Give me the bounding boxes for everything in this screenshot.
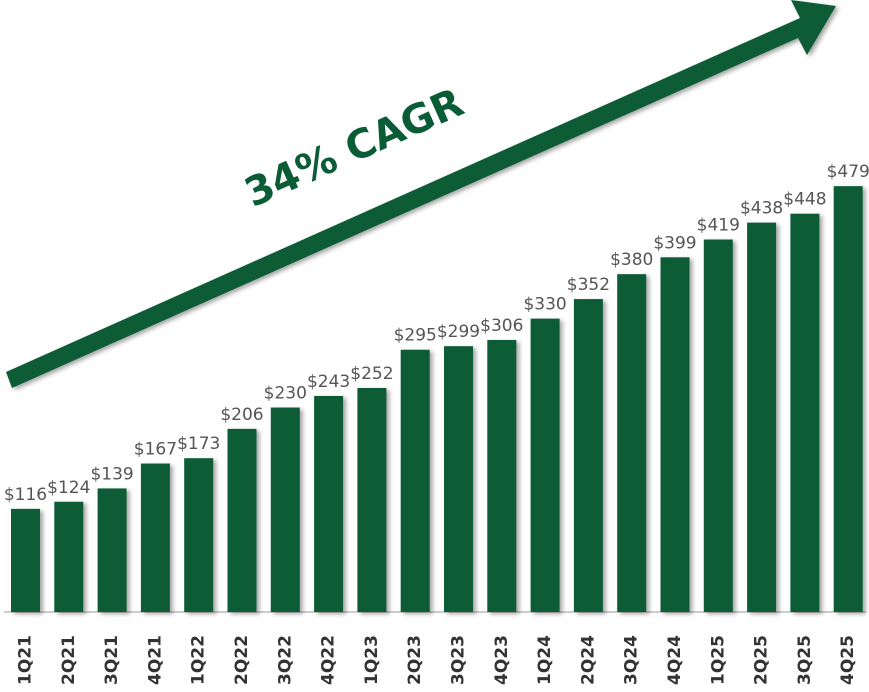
x-tick-label: 3Q23 [449, 635, 469, 685]
bar [314, 395, 344, 612]
bar [444, 346, 473, 612]
value-label: $206 [220, 405, 263, 425]
x-tick-label: 1Q23 [362, 635, 382, 685]
value-label: $352 [567, 275, 610, 295]
value-label: $252 [350, 364, 393, 384]
cagr-arrow [6, 0, 836, 388]
x-tick-label: 3Q21 [102, 635, 122, 685]
x-tick-label: 4Q21 [145, 635, 165, 685]
bar [747, 222, 777, 613]
value-label: $173 [177, 434, 220, 454]
value-label: $399 [653, 233, 696, 253]
bar [833, 186, 863, 612]
value-label: $243 [307, 372, 350, 392]
x-tick-label: 1Q21 [16, 635, 36, 685]
bar [184, 458, 214, 612]
bar [11, 508, 40, 612]
bar [487, 339, 517, 612]
bar [530, 318, 560, 612]
bar [790, 213, 820, 612]
x-tick-label: 2Q25 [752, 635, 772, 685]
x-tick-label: 2Q22 [232, 635, 252, 685]
bar [660, 257, 690, 612]
x-tick-label: 4Q23 [492, 635, 512, 685]
value-label: $330 [523, 295, 566, 315]
value-label: $448 [783, 190, 826, 210]
bar [54, 501, 84, 612]
value-label: $299 [437, 322, 480, 342]
bar [140, 463, 170, 612]
value-label: $124 [47, 478, 90, 498]
x-tick-label: 2Q23 [405, 635, 425, 685]
value-label: $167 [134, 440, 177, 460]
value-label: $139 [90, 464, 133, 484]
x-tick-label: 1Q22 [189, 635, 209, 685]
bar [617, 274, 647, 612]
value-label: $380 [610, 250, 653, 270]
value-label: $230 [264, 384, 307, 404]
bar [357, 387, 387, 612]
value-label: $479 [827, 162, 869, 182]
x-tick-label: 2Q24 [578, 635, 598, 685]
bar [270, 407, 300, 612]
x-tick-label: 4Q25 [838, 635, 858, 685]
x-tick-label: 3Q22 [275, 635, 295, 685]
value-label: $438 [740, 199, 783, 219]
x-tick-label: 3Q24 [622, 635, 642, 685]
value-label: $306 [480, 316, 523, 336]
bar [227, 428, 257, 612]
x-tick-label: 3Q25 [795, 635, 815, 685]
value-label: $295 [394, 326, 437, 346]
bar [573, 299, 603, 612]
value-label: $116 [4, 485, 47, 505]
x-tick-label: 1Q25 [708, 635, 728, 685]
x-tick-label: 1Q24 [535, 635, 555, 685]
value-label: $419 [697, 216, 740, 236]
bar [400, 349, 430, 612]
x-tick-label: 4Q22 [319, 635, 339, 685]
x-tick-label: 2Q21 [59, 635, 79, 685]
bar [703, 239, 733, 612]
x-tick-label: 4Q24 [665, 635, 685, 685]
bar [97, 488, 127, 612]
